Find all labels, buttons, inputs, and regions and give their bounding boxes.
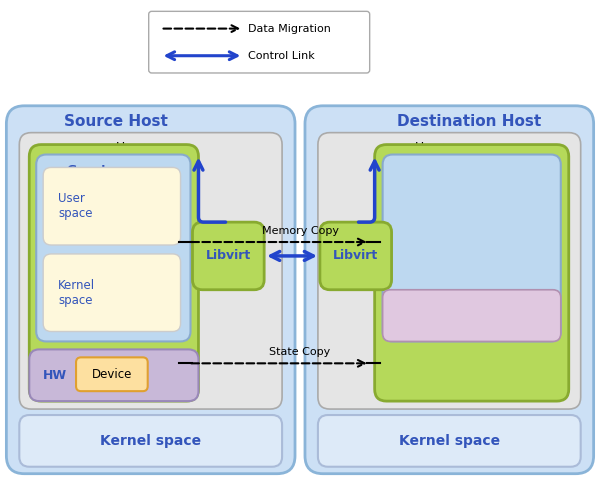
Text: Qemu: Qemu xyxy=(91,152,137,167)
Text: User
space: User space xyxy=(58,192,92,220)
Text: Kernel space: Kernel space xyxy=(399,434,500,448)
Text: User space: User space xyxy=(116,141,185,153)
FancyBboxPatch shape xyxy=(29,145,199,401)
Text: Control Link: Control Link xyxy=(248,51,315,61)
Text: Device: Device xyxy=(92,368,132,381)
Text: Qemu: Qemu xyxy=(449,152,494,167)
FancyBboxPatch shape xyxy=(7,106,295,474)
FancyBboxPatch shape xyxy=(318,133,581,409)
Text: Libvirt: Libvirt xyxy=(333,249,379,263)
Text: Kernel space: Kernel space xyxy=(100,434,201,448)
Text: Guest: Guest xyxy=(66,165,107,177)
Text: User space: User space xyxy=(415,141,484,153)
FancyBboxPatch shape xyxy=(19,415,282,467)
FancyBboxPatch shape xyxy=(383,290,561,342)
FancyBboxPatch shape xyxy=(43,168,181,245)
Text: Source Host: Source Host xyxy=(64,114,168,129)
Text: Data Migration: Data Migration xyxy=(248,24,331,34)
FancyBboxPatch shape xyxy=(320,222,392,290)
FancyBboxPatch shape xyxy=(305,106,593,474)
Text: HW: HW xyxy=(43,369,67,382)
FancyBboxPatch shape xyxy=(149,11,370,73)
Text: Destination Host: Destination Host xyxy=(397,114,542,129)
FancyBboxPatch shape xyxy=(29,349,199,401)
FancyBboxPatch shape xyxy=(383,154,561,342)
FancyBboxPatch shape xyxy=(318,415,581,467)
FancyBboxPatch shape xyxy=(193,222,264,290)
Text: Libvirt: Libvirt xyxy=(206,249,251,263)
Text: Memory Copy: Memory Copy xyxy=(262,226,338,236)
FancyBboxPatch shape xyxy=(76,357,148,391)
Text: State Copy: State Copy xyxy=(269,347,331,357)
FancyBboxPatch shape xyxy=(374,145,569,401)
Text: Kernel
space: Kernel space xyxy=(58,279,95,307)
FancyBboxPatch shape xyxy=(36,154,191,342)
FancyBboxPatch shape xyxy=(43,254,181,332)
FancyBboxPatch shape xyxy=(19,133,282,409)
